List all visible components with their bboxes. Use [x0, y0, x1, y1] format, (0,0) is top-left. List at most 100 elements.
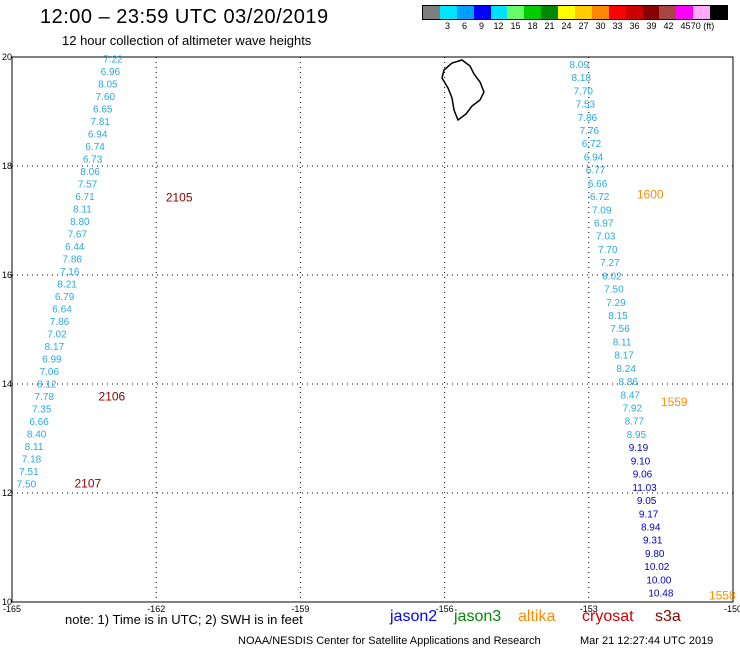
wave-height-label: 7.86: [62, 254, 82, 265]
wave-height-label: 6.94: [584, 152, 604, 163]
wave-height-label: 8.02: [602, 271, 622, 282]
colorbar-swatch: [558, 6, 576, 19]
pass-time-label: 1600: [637, 188, 664, 202]
colorbar-label: 21: [544, 21, 555, 31]
wave-height-label: 9.31: [643, 536, 663, 547]
wave-height-label: 7.51: [19, 467, 39, 478]
wave-height-label: 7.29: [606, 298, 626, 309]
wave-height-label: 7.57: [78, 179, 98, 190]
credits: NOAA/NESDIS Center for Satellite Applica…: [238, 635, 541, 647]
wave-height-label: 7.70: [574, 86, 594, 97]
colorbar-swatch: [507, 6, 525, 19]
colorbar-label: 30: [595, 21, 606, 31]
colorbar-swatch: [710, 6, 728, 19]
colorbar-label: 3: [444, 21, 451, 31]
colorbar-swatch: [608, 6, 626, 19]
wave-height-label: 8.21: [57, 280, 77, 291]
wave-height-label: 8.17: [614, 351, 634, 362]
colorbar-swatch: [693, 6, 711, 19]
colorbar-swatch: [591, 6, 609, 19]
colorbar-swatch: [473, 6, 491, 19]
legend-item: jason2: [390, 608, 438, 625]
colorbar-swatch: [575, 6, 592, 19]
wave-height-label: 7.53: [576, 100, 596, 111]
hawaii-island-outline: [441, 59, 485, 122]
wave-height-label: 8.11: [613, 337, 632, 348]
wave-height-label: 7.56: [610, 324, 630, 335]
wave-height-label: 10.02: [644, 562, 669, 573]
colorbar-swatch: [490, 6, 508, 19]
wave-height-label: 8.15: [608, 311, 628, 322]
colorbar-label: 36: [629, 21, 640, 31]
x-tick-label: -153: [580, 604, 598, 614]
wave-height-label: 6.77: [586, 166, 606, 177]
wave-height-label: 6.97: [594, 218, 614, 229]
colorbar-label: 15: [510, 21, 521, 31]
colorbar-label: 45: [680, 21, 691, 31]
colorbar-label: 27: [578, 21, 589, 31]
wave-height-label: 8.86: [618, 377, 638, 388]
wave-height-label: 9.10: [631, 456, 651, 467]
colorbar-label: 18: [527, 21, 538, 31]
wave-height-label: 7.06: [40, 367, 60, 378]
wave-height-label: 7.18: [22, 455, 42, 466]
wave-height-label: 9.80: [645, 549, 665, 560]
colorbar-swatch: [625, 6, 643, 19]
wave-height-label: 6.94: [88, 129, 108, 140]
wave-height-label: 8.18: [571, 73, 591, 84]
timestamp: Mar 21 12:27:44 UTC 2019: [580, 635, 714, 647]
wave-height-label: 7.78: [34, 392, 54, 403]
wave-height-label: 6.65: [93, 104, 113, 115]
wave-height-label: 7.86: [50, 317, 70, 328]
wave-height-label: 8.11: [73, 204, 92, 215]
y-tick-label: 18: [2, 161, 12, 171]
colorbar-swatch: [524, 6, 542, 19]
wave-height-label: 7.81: [90, 117, 110, 128]
wave-height-label: 7.35: [32, 405, 52, 416]
x-tick-label: -156: [436, 604, 454, 614]
wave-height-label: 7.03: [596, 232, 616, 243]
wave-height-label: 9.19: [629, 443, 649, 454]
pass-time-label: 1558: [709, 588, 736, 602]
wave-height-label: 7.70: [598, 245, 618, 256]
wave-height-label: 8.95: [627, 430, 647, 441]
wave-height-label: 9.05: [637, 496, 657, 507]
wave-height-label: 7.50: [604, 285, 624, 296]
pass-time-label: 2106: [99, 389, 126, 403]
wave-height-label: 8.47: [621, 390, 641, 401]
wave-height-label: 7.02: [47, 330, 67, 341]
colorbar-swatch: [541, 6, 559, 19]
wave-height-label: 7.86: [578, 113, 598, 124]
wave-height-label: 7.60: [96, 92, 116, 103]
legend-item: cryosat: [582, 608, 634, 625]
colorbar-label: 9: [478, 21, 485, 31]
y-tick-label: 12: [2, 488, 12, 498]
colorbar-label: 24: [561, 21, 572, 31]
x-tick-label: -162: [147, 604, 165, 614]
wave-height-label: 8.17: [45, 342, 65, 353]
wave-height-label: 9.06: [633, 470, 653, 481]
wave-height-label: 8.94: [641, 522, 661, 533]
wave-height-label: 6.79: [55, 292, 75, 303]
colorbar-label: 33: [612, 21, 623, 31]
pass-time-label: 2107: [74, 477, 101, 491]
wave-height-label: 8.09: [569, 60, 589, 71]
wave-height-label: 10.48: [648, 589, 673, 600]
x-tick-label: -159: [291, 604, 309, 614]
x-tick-label: -165: [3, 604, 21, 614]
page-subtitle: 12 hour collection of altimeter wave hei…: [62, 33, 312, 48]
colorbar-swatch: [439, 6, 457, 19]
colorbar-label: 42: [663, 21, 674, 31]
wave-height-label: 7.92: [623, 404, 643, 415]
wave-height-label: 6.44: [65, 242, 85, 253]
y-tick-label: 14: [2, 379, 12, 389]
wave-height-label: 8.40: [27, 430, 47, 441]
legend-item: s3a: [655, 608, 681, 625]
page-title: 12:00 – 23:59 UTC 03/20/2019: [40, 6, 329, 28]
wave-height-label: 7.27: [600, 258, 620, 269]
wave-height-label: 8.11: [25, 442, 44, 453]
colorbar-swatch: [423, 6, 440, 19]
wave-height-label: 11.03: [632, 483, 657, 494]
colorbar-labels: 3 6 9 12 15 18 21 24 27 30 33 36 39 42 45 70 (ft): [422, 21, 728, 33]
